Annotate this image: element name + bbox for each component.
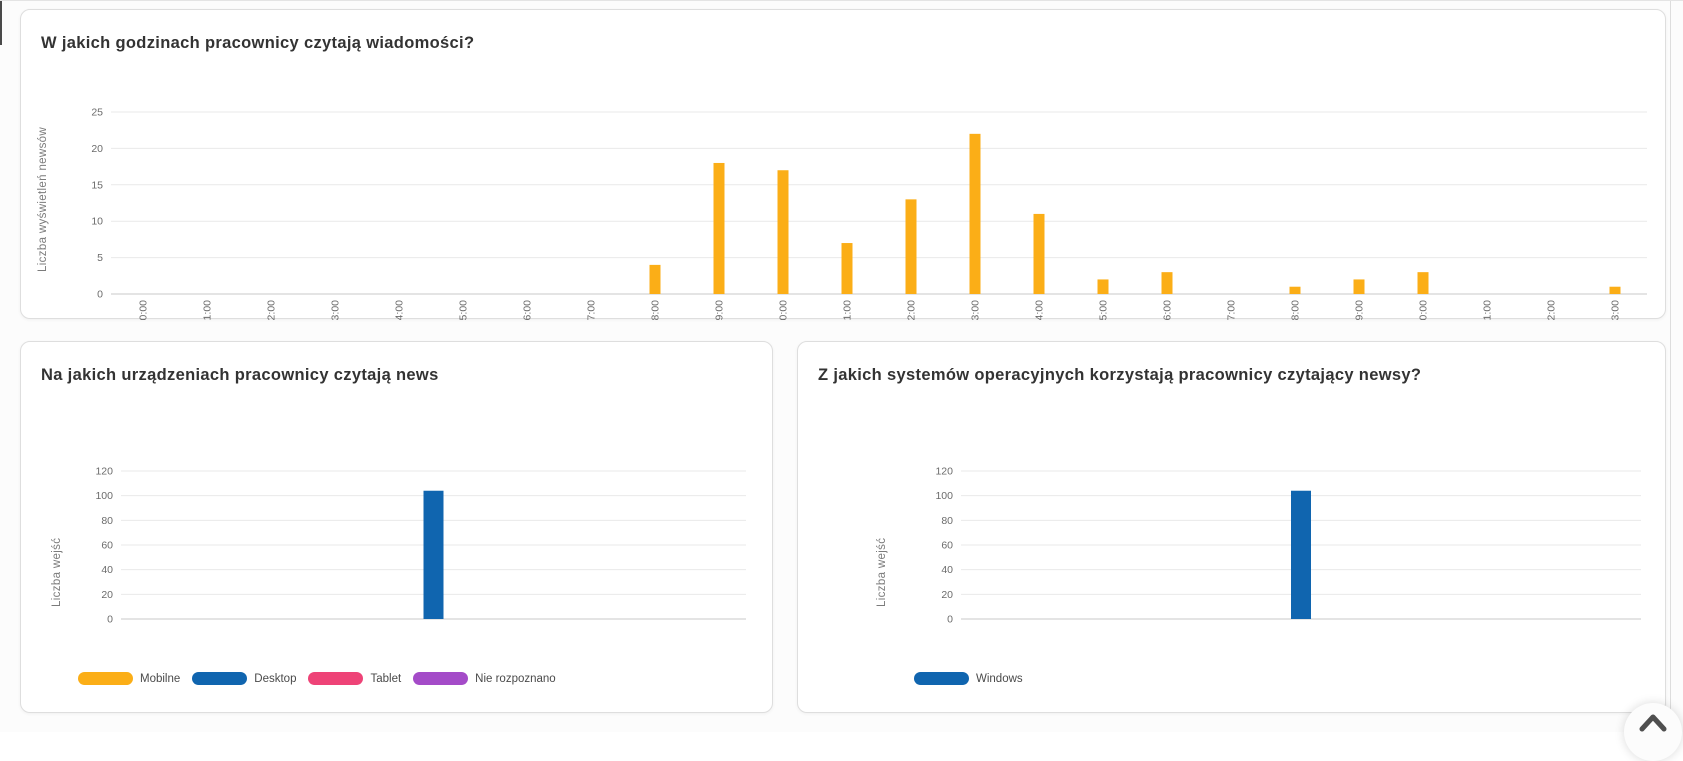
y-tick-label: 60 bbox=[101, 540, 113, 552]
bar-10:00[interactable] bbox=[778, 170, 789, 294]
x-tick-label: 5:00 bbox=[458, 300, 470, 320]
x-tick-label: 22:00 bbox=[1546, 300, 1558, 320]
bar-windows[interactable] bbox=[1291, 491, 1311, 619]
bar-chart-os: 0 20 40 60 80 100 120 bbox=[798, 342, 1667, 714]
x-tick-label: 21:00 bbox=[1482, 300, 1494, 320]
bar-15:00[interactable] bbox=[1098, 279, 1109, 294]
legend-label: Nie rozpoznano bbox=[475, 673, 556, 685]
x-tick-label: 20:00 bbox=[1418, 300, 1430, 320]
legend-swatch-icon bbox=[413, 672, 468, 685]
x-tick-label: 23:00 bbox=[1610, 300, 1622, 320]
y-tick-label: 20 bbox=[101, 589, 113, 601]
x-tick-label: 14:00 bbox=[1034, 300, 1046, 320]
y-tick-label: 0 bbox=[107, 614, 113, 626]
x-tick-label: 17:00 bbox=[1226, 300, 1238, 320]
dashboard-page: W jakich godzinach pracownicy czytają wi… bbox=[0, 0, 1683, 732]
y-tick-label: 80 bbox=[101, 515, 113, 527]
card-reading-hours: W jakich godzinach pracownicy czytają wi… bbox=[20, 9, 1666, 319]
y-tick-label: 40 bbox=[101, 564, 113, 576]
y-tick-label: 5 bbox=[97, 252, 103, 264]
bar-16:00[interactable] bbox=[1162, 272, 1173, 294]
legend-swatch-icon bbox=[308, 672, 363, 685]
y-tick-label: 25 bbox=[91, 107, 103, 119]
x-tick-label: 4:00 bbox=[394, 300, 406, 320]
legend-label: Windows bbox=[976, 673, 1023, 685]
bar-9:00[interactable] bbox=[714, 163, 725, 294]
x-tick-label: 6:00 bbox=[522, 300, 534, 320]
y-tick-label: 20 bbox=[941, 589, 953, 601]
x-tick-label: 3:00 bbox=[330, 300, 342, 320]
x-tick-label: 15:00 bbox=[1098, 300, 1110, 320]
bar-20:00[interactable] bbox=[1418, 272, 1429, 294]
legend-label: Tablet bbox=[370, 673, 401, 685]
x-tick-label: 2:00 bbox=[266, 300, 278, 320]
content-right-border bbox=[1670, 1, 1671, 733]
legend-item-mobilne[interactable]: Mobilne bbox=[78, 672, 180, 685]
y-tick-label: 20 bbox=[91, 143, 103, 155]
bar-12:00[interactable] bbox=[906, 199, 917, 294]
legend-item-desktop[interactable]: Desktop bbox=[192, 672, 296, 685]
legend-item-tablet[interactable]: Tablet bbox=[308, 672, 401, 685]
y-tick-label: 120 bbox=[935, 466, 953, 478]
bar-8:00[interactable] bbox=[650, 265, 661, 294]
legend-label: Desktop bbox=[254, 673, 296, 685]
x-tick-label: 18:00 bbox=[1290, 300, 1302, 320]
bar-19:00[interactable] bbox=[1354, 279, 1365, 294]
x-tick-label: 1:00 bbox=[202, 300, 214, 320]
y-tick-label: 120 bbox=[95, 466, 113, 478]
bar-11:00[interactable] bbox=[842, 243, 853, 294]
y-tick-label: 100 bbox=[95, 490, 113, 502]
bar-desktop[interactable] bbox=[424, 491, 444, 619]
x-tick-label: 19:00 bbox=[1354, 300, 1366, 320]
y-tick-label: 40 bbox=[941, 564, 953, 576]
chevron-up-icon bbox=[1636, 710, 1670, 736]
y-tick-label: 10 bbox=[91, 216, 103, 228]
legend-swatch-icon bbox=[78, 672, 133, 685]
x-tick-label: 12:00 bbox=[906, 300, 918, 320]
x-tick-label: 11:00 bbox=[842, 300, 854, 320]
x-tick-label: 0:00 bbox=[138, 300, 150, 320]
bar-23:00[interactable] bbox=[1610, 287, 1621, 294]
window-edge-artifact bbox=[0, 1, 2, 45]
x-tick-label: 10:00 bbox=[778, 300, 790, 320]
y-tick-label: 15 bbox=[91, 179, 103, 191]
card-operating-systems: Z jakich systemów operacyjnych korzystaj… bbox=[797, 341, 1666, 713]
scroll-to-top-button[interactable] bbox=[1624, 703, 1682, 761]
legend-swatch-icon bbox=[914, 672, 969, 685]
y-tick-label: 100 bbox=[935, 490, 953, 502]
legend-swatch-icon bbox=[192, 672, 247, 685]
bar-18:00[interactable] bbox=[1290, 287, 1301, 294]
x-tick-label: 7:00 bbox=[586, 300, 598, 320]
y-tick-label: 60 bbox=[941, 540, 953, 552]
x-tick-label: 13:00 bbox=[970, 300, 982, 320]
y-tick-label: 0 bbox=[97, 289, 103, 301]
legend-os: Windows bbox=[914, 672, 1023, 685]
bar-14:00[interactable] bbox=[1034, 214, 1045, 294]
bar-chart-devices: 0 20 40 60 80 100 120 bbox=[21, 342, 774, 714]
x-tick-label: 8:00 bbox=[650, 300, 662, 320]
legend-label: Mobilne bbox=[140, 673, 180, 685]
x-tick-label: 9:00 bbox=[714, 300, 726, 320]
bar-13:00[interactable] bbox=[970, 134, 981, 294]
card-devices: Na jakich urządzeniach pracownicy czytaj… bbox=[20, 341, 773, 713]
y-tick-label: 80 bbox=[941, 515, 953, 527]
x-tick-label: 16:00 bbox=[1162, 300, 1174, 320]
legend-devices: Mobilne Desktop Tablet Nie rozpoznano bbox=[78, 672, 556, 685]
bar-chart-hours: 0 5 10 15 20 25 0:00 1:00 2:00 3:00 4:00 5:00 6:00 7:… bbox=[21, 10, 1667, 320]
y-tick-label: 0 bbox=[947, 614, 953, 626]
legend-item-nie-rozpoznano[interactable]: Nie rozpoznano bbox=[413, 672, 556, 685]
legend-item-windows[interactable]: Windows bbox=[914, 672, 1023, 685]
